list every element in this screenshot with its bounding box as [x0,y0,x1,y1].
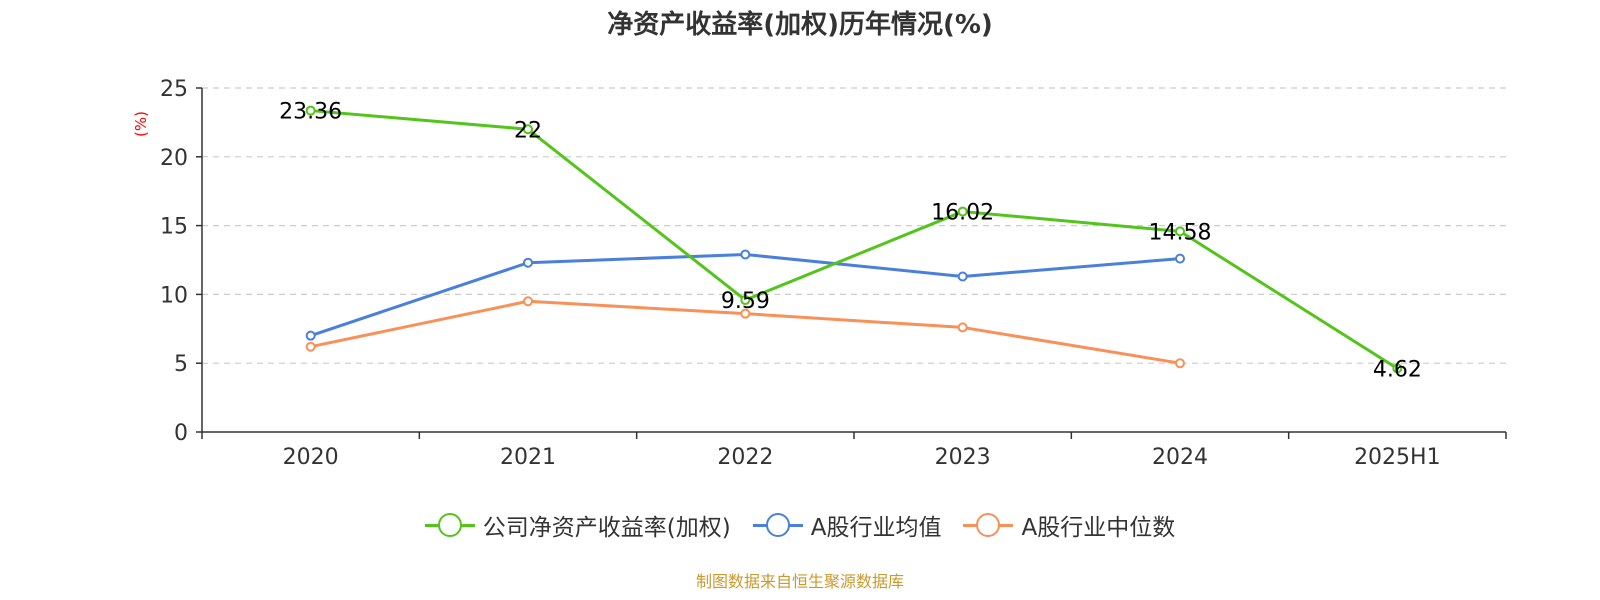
chart-legend: 公司净资产收益率(加权) A股行业均值 A股行业中位数 [0,508,1600,542]
y-tick-label: 0 [174,421,188,446]
x-tick-label: 2023 [935,445,991,470]
data-label: 4.62 [1373,357,1422,382]
data-point [305,105,316,116]
x-tick-label: 2024 [1152,445,1208,470]
y-tick-label: 10 [160,283,188,308]
data-point [523,124,533,135]
x-tick-label: 2021 [500,445,556,470]
data-point [1392,363,1403,374]
y-tick-label: 15 [160,215,188,240]
chart-title: 净资产收益率(加权)历年情况(%) [607,10,993,40]
data-label: 9.59 [721,289,770,314]
data-point [740,249,751,260]
data-point [305,341,316,352]
y-tick-label: 20 [160,146,188,171]
data-label: 14.58 [1149,220,1212,245]
legend-marker-icon [963,512,1014,538]
x-tick-label: 2025H1 [1354,445,1441,470]
data-label: 23.36 [279,100,342,125]
series-line [310,109,1399,370]
data-point [523,296,533,307]
data-point [740,308,751,319]
data-point [740,295,751,306]
data-point [1175,358,1185,369]
x-tick-label: 2020 [283,445,339,470]
legend-marker-icon [424,512,475,538]
data-point [1175,226,1185,237]
data-point [957,271,968,282]
data-label: 16.02 [931,201,994,226]
data-point [523,257,533,268]
legend-item-1[interactable]: A股行业均值 [752,508,942,542]
series-2 [305,296,1185,369]
data-point [305,330,316,341]
y-axis-unit-label: (%) [132,111,150,137]
y-tick-label: 25 [160,77,188,102]
legend-item-0[interactable]: 公司净资产收益率(加权) [424,508,731,542]
series-1 [305,249,1185,341]
data-label: 22 [514,118,542,143]
y-tick-label: 5 [174,352,188,377]
data-point [957,206,968,217]
data-point [957,322,968,333]
data-point [1175,253,1185,264]
series-0: 23.36 22 9.59 16.02 14.58 4.62 [279,100,1422,383]
legend-marker-icon [752,512,803,538]
x-tick-label: 2022 [717,445,773,470]
legend-label: A股行业均值 [810,515,942,541]
source-note: 制图数据来自恒生聚源数据库 [695,572,904,591]
legend-item-2[interactable]: A股行业中位数 [963,508,1175,542]
legend-label: A股行业中位数 [1021,515,1176,541]
legend-label: 公司净资产收益率(加权) [482,515,731,541]
